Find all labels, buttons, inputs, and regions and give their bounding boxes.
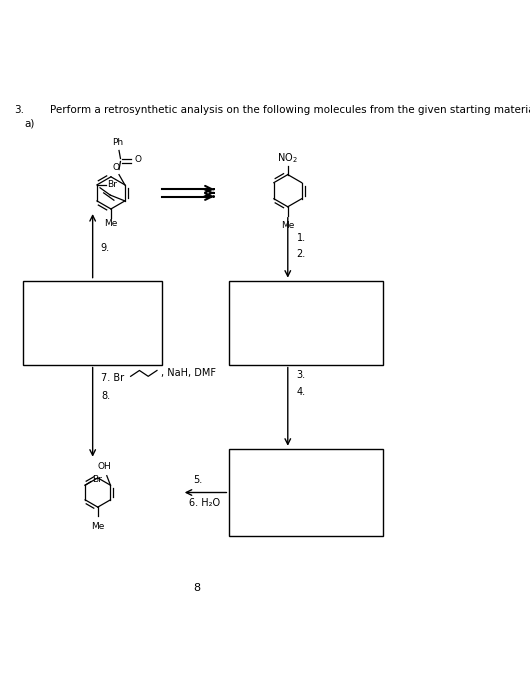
Text: 3.: 3. (297, 370, 306, 381)
Text: 8.: 8. (101, 391, 111, 401)
Text: a): a) (25, 118, 35, 128)
Text: Me: Me (91, 522, 104, 531)
Text: 5.: 5. (193, 475, 202, 485)
Text: 2.: 2. (297, 249, 306, 259)
Text: Br: Br (92, 475, 102, 484)
Text: NO$_2$: NO$_2$ (278, 152, 298, 165)
Text: Br: Br (107, 181, 117, 189)
Text: 7. Br: 7. Br (101, 373, 125, 384)
Text: , NaH, DMF: , NaH, DMF (161, 368, 216, 379)
Text: Ph: Ph (112, 138, 123, 147)
Text: Me: Me (104, 219, 118, 228)
Text: 4.: 4. (297, 386, 306, 396)
Text: 3.: 3. (14, 105, 24, 116)
Text: OH: OH (98, 461, 111, 470)
Text: 6. H₂O: 6. H₂O (189, 498, 220, 508)
Text: Perform a retrosynthetic analysis on the following molecules from the given star: Perform a retrosynthetic analysis on the… (50, 105, 530, 116)
Bar (229, 281, 383, 365)
Text: 9.: 9. (100, 243, 109, 253)
Text: Me: Me (281, 221, 295, 230)
Text: O: O (112, 163, 120, 172)
Bar (23, 281, 162, 365)
Bar (229, 449, 383, 536)
Text: 1.: 1. (297, 233, 306, 243)
Text: 8: 8 (193, 582, 200, 593)
Text: O: O (135, 155, 142, 164)
